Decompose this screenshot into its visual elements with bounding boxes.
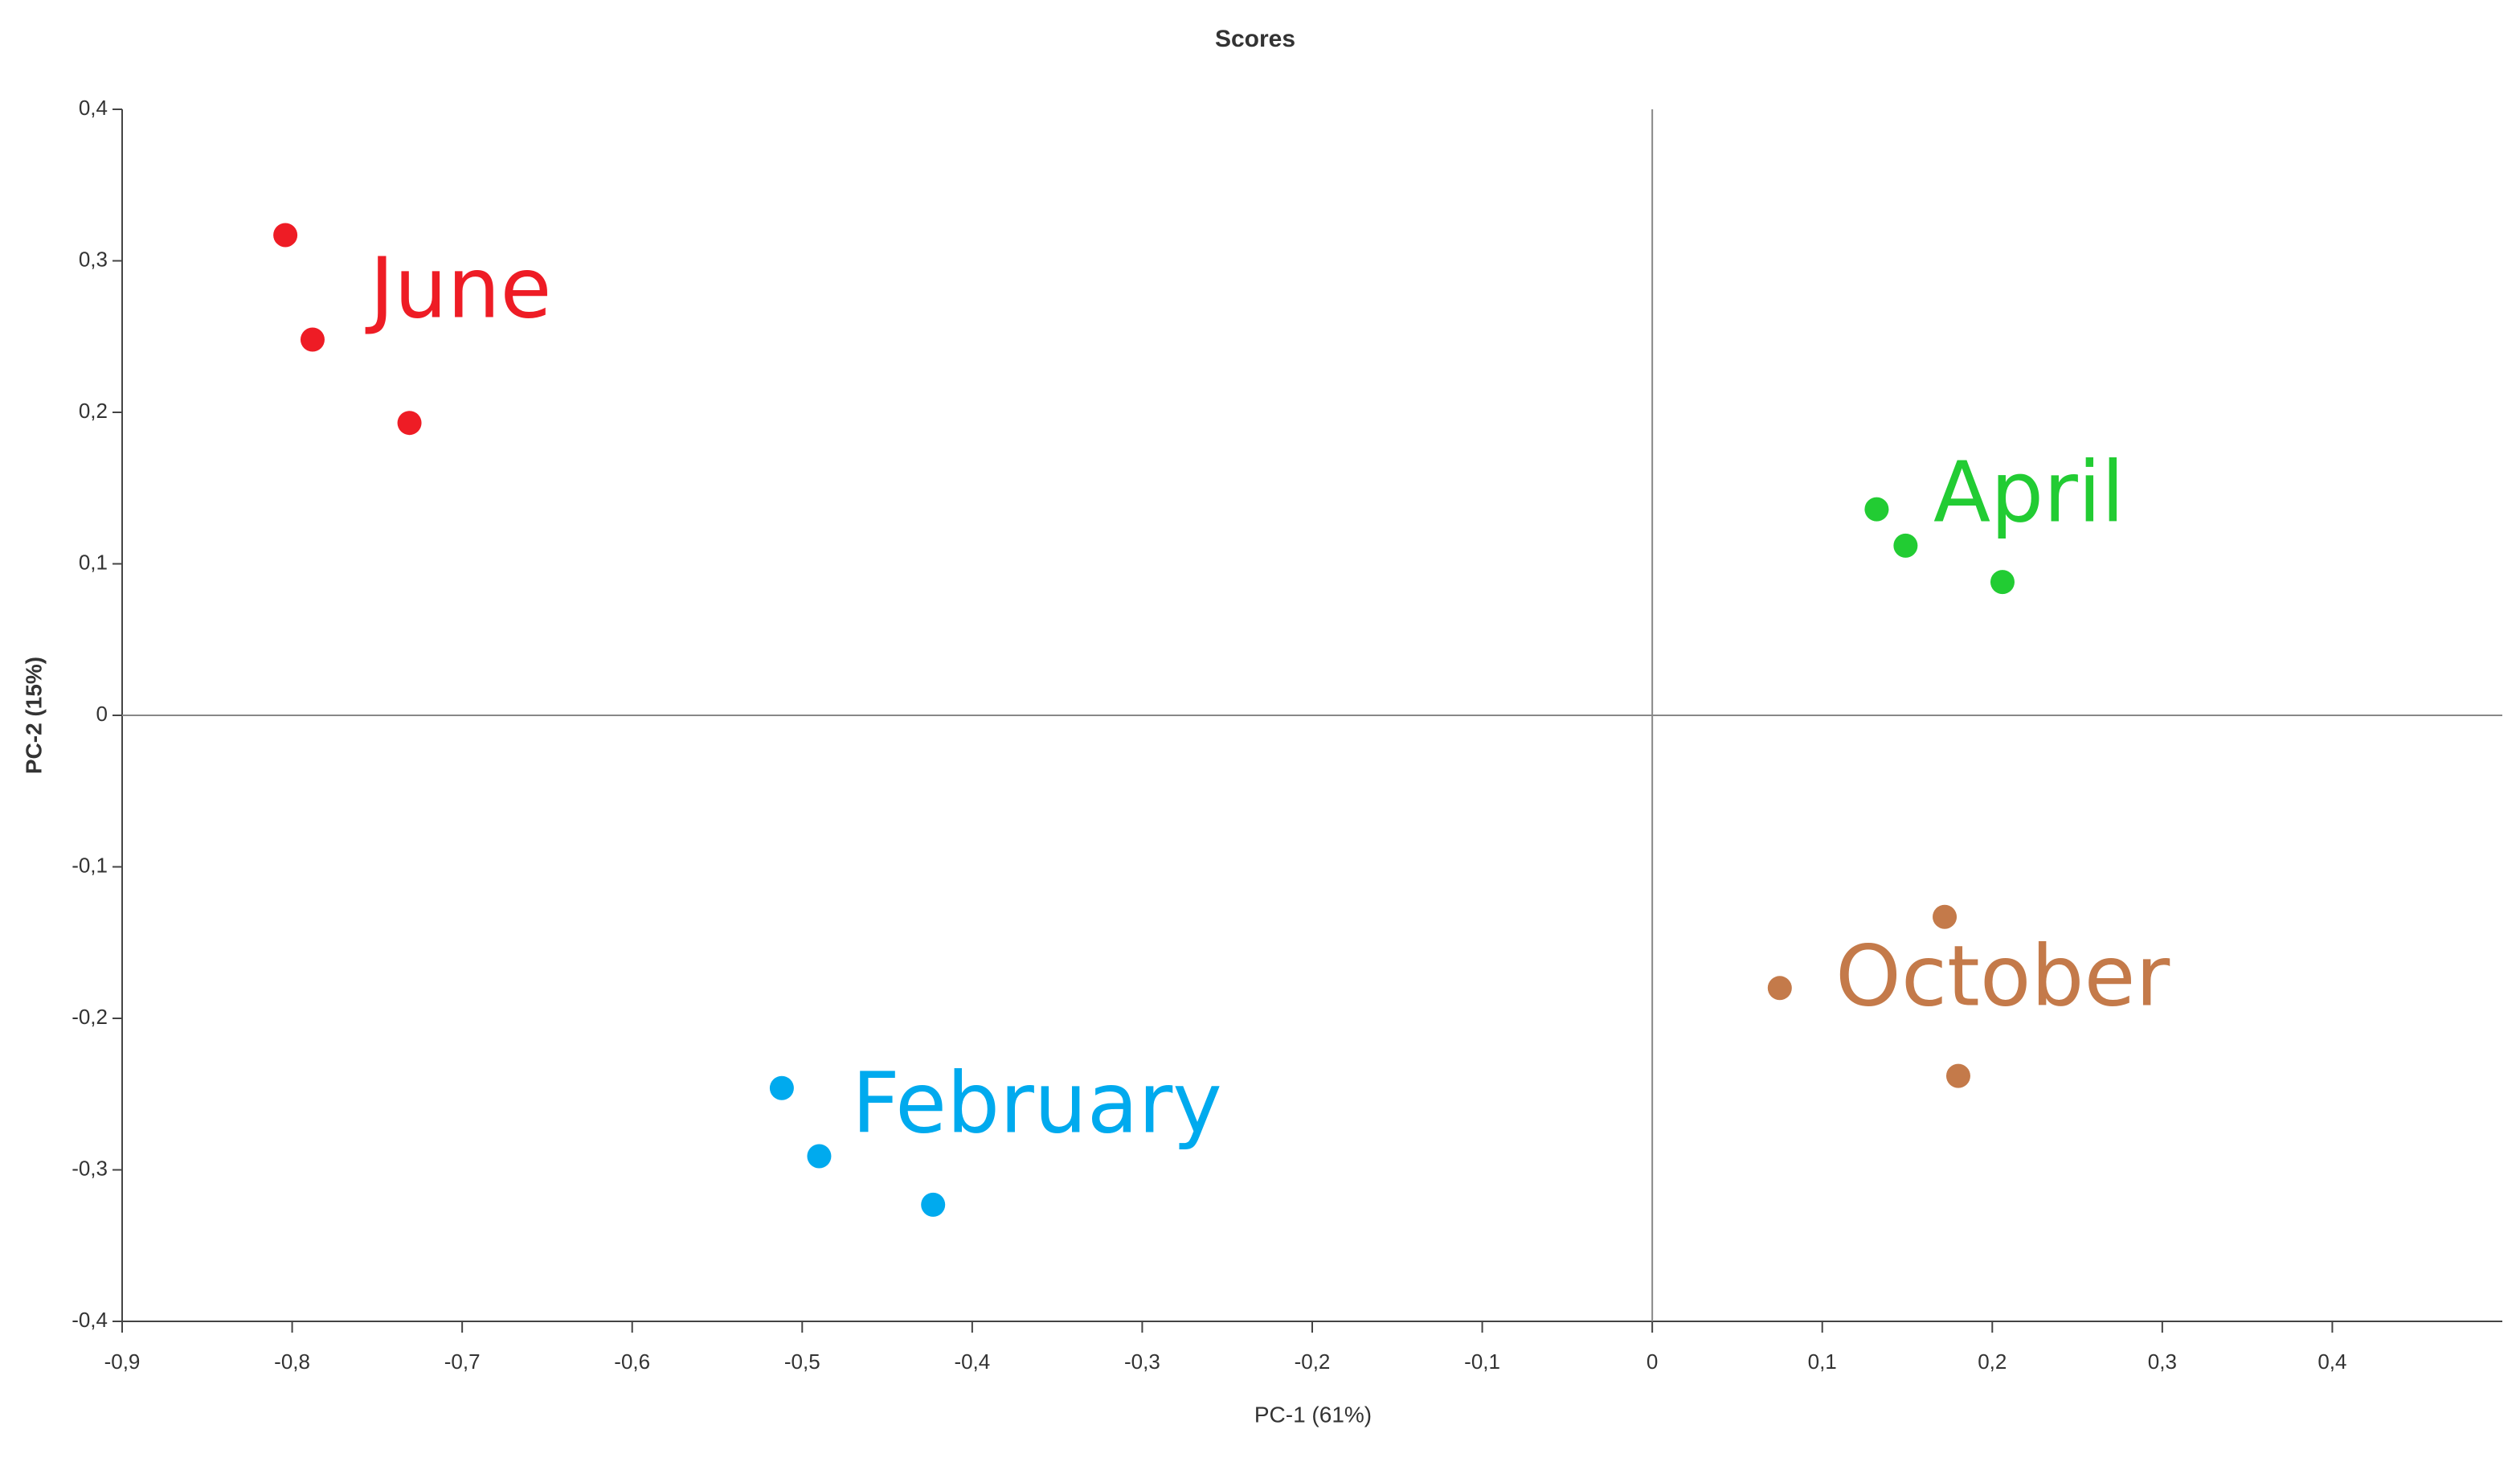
point (1945, 1063, 1970, 1088)
x-tick-label: -0,7 (444, 1349, 481, 1374)
x-tick-label: -0,6 (614, 1349, 650, 1374)
y-tick-label: 0,4 (79, 96, 108, 120)
chart-title: Scores (1215, 26, 1295, 52)
y-tick-label: 0,3 (79, 247, 108, 271)
point (769, 1075, 794, 1100)
point (273, 223, 298, 248)
series-label: October (1835, 927, 2170, 1025)
point (1767, 976, 1792, 1001)
x-tick-label: 0 (1647, 1349, 1658, 1374)
x-tick-label: -0,5 (784, 1349, 820, 1374)
y-tick-label: -0,4 (72, 1308, 108, 1332)
x-tick-label: -0,2 (1295, 1349, 1331, 1374)
series-label: June (365, 239, 551, 337)
y-tick-label: -0,2 (72, 1005, 108, 1029)
point (921, 1192, 946, 1217)
point (300, 327, 325, 352)
x-axis-label: PC-1 (61%) (1254, 1402, 1372, 1427)
x-tick-label: -0,1 (1464, 1349, 1500, 1374)
point (807, 1144, 832, 1169)
point (397, 411, 422, 436)
y-tick-label: 0,2 (79, 399, 108, 423)
point (1990, 570, 2015, 595)
y-axis-label: PC-2 (15%) (21, 657, 46, 774)
y-tick-label: -0,1 (72, 853, 108, 877)
y-tick-label: 0 (96, 702, 108, 726)
point (1933, 904, 1958, 929)
y-tick-label: -0,3 (72, 1156, 108, 1180)
x-tick-label: 0,2 (1978, 1349, 2007, 1374)
x-tick-label: -0,4 (954, 1349, 990, 1374)
y-tick-label: 0,1 (79, 550, 108, 574)
series-label: February (852, 1054, 1222, 1152)
x-tick-label: -0,8 (274, 1349, 310, 1374)
x-tick-label: 0,3 (2148, 1349, 2177, 1374)
point (1864, 497, 1889, 522)
series-label: April (1933, 443, 2125, 541)
x-tick-label: -0,3 (1124, 1349, 1160, 1374)
point (1893, 533, 1918, 558)
x-tick-label: 0,1 (1808, 1349, 1837, 1374)
x-tick-label: -0,9 (104, 1349, 141, 1374)
x-tick-label: 0,4 (2318, 1349, 2346, 1374)
